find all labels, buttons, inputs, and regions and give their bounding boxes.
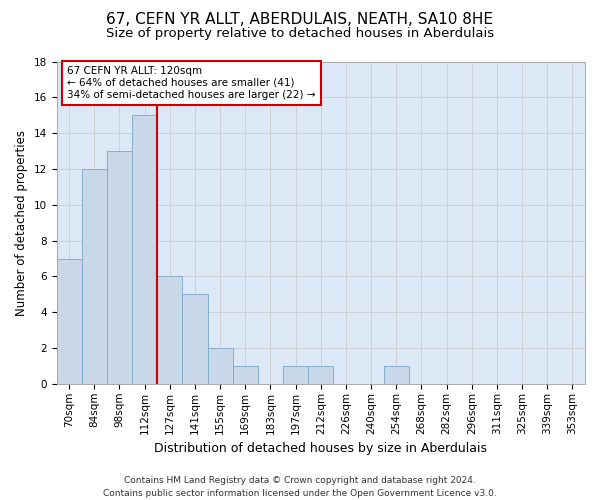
Text: 67 CEFN YR ALLT: 120sqm
← 64% of detached houses are smaller (41)
34% of semi-de: 67 CEFN YR ALLT: 120sqm ← 64% of detache… [67, 66, 316, 100]
Bar [383, 366, 409, 384]
Bar [107, 151, 132, 384]
Bar [157, 276, 182, 384]
Bar [132, 115, 157, 384]
Text: Size of property relative to detached houses in Aberdulais: Size of property relative to detached ho… [106, 28, 494, 40]
Text: Contains HM Land Registry data © Crown copyright and database right 2024.
Contai: Contains HM Land Registry data © Crown c… [103, 476, 497, 498]
X-axis label: Distribution of detached houses by size in Aberdulais: Distribution of detached houses by size … [154, 442, 487, 455]
Text: 67, CEFN YR ALLT, ABERDULAIS, NEATH, SA10 8HE: 67, CEFN YR ALLT, ABERDULAIS, NEATH, SA1… [107, 12, 493, 28]
Bar [233, 366, 258, 384]
Bar [208, 348, 233, 384]
Bar [82, 169, 107, 384]
Bar [283, 366, 308, 384]
Bar [308, 366, 334, 384]
Bar [56, 258, 82, 384]
Y-axis label: Number of detached properties: Number of detached properties [15, 130, 28, 316]
Bar [182, 294, 208, 384]
